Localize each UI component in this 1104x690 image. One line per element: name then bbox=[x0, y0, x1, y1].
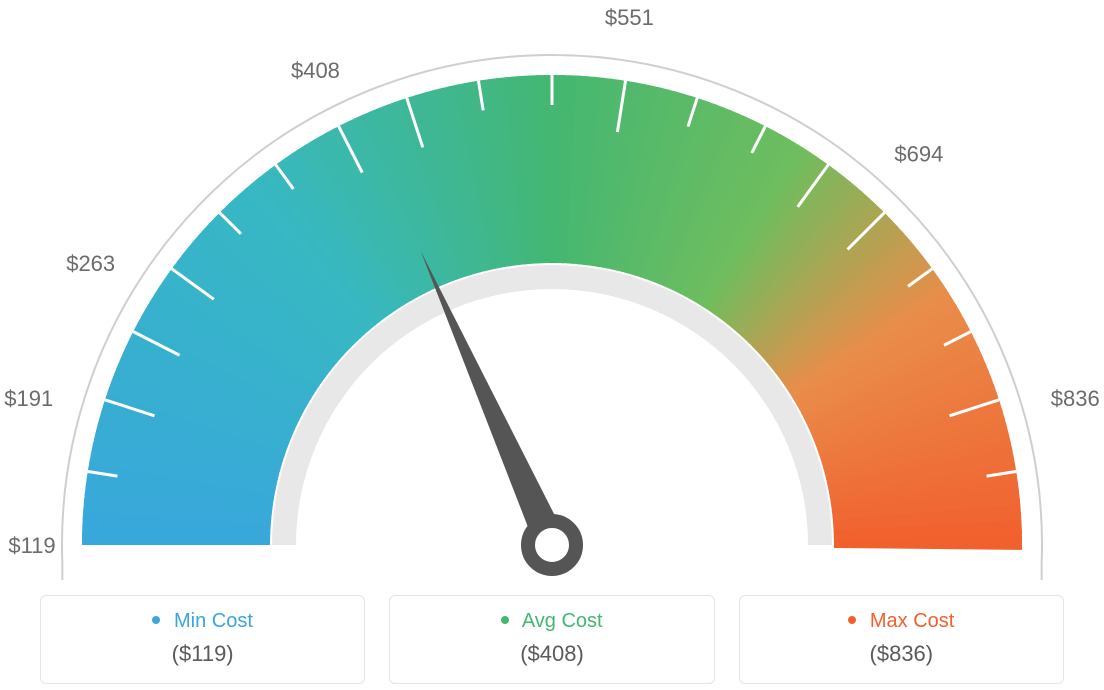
dot-icon bbox=[848, 616, 856, 624]
legend-title-text: Max Cost bbox=[870, 610, 954, 632]
legend-card-min: Min Cost ($119) bbox=[40, 595, 365, 684]
legend-card-avg: Avg Cost ($408) bbox=[389, 595, 714, 684]
gauge-tick-label: $408 bbox=[291, 58, 340, 83]
legend-card-max: Max Cost ($836) bbox=[739, 595, 1064, 684]
legend-value-max: ($836) bbox=[750, 641, 1053, 667]
gauge-tick-label: $263 bbox=[66, 251, 115, 276]
gauge-needle-hub bbox=[528, 521, 576, 569]
legend-row: Min Cost ($119) Avg Cost ($408) Max Cost… bbox=[40, 595, 1064, 684]
gauge-svg: $119 $191 $263 $408 $551 $694 $836 bbox=[0, 0, 1104, 580]
legend-value-min: ($119) bbox=[51, 641, 354, 667]
legend-title-text: Avg Cost bbox=[522, 610, 603, 632]
chart-wrapper: $119 $191 $263 $408 $551 $694 $836 Min Cost ($… bbox=[0, 0, 1104, 690]
legend-title-min: Min Cost bbox=[51, 610, 354, 633]
dot-icon bbox=[152, 616, 160, 624]
dot-icon bbox=[501, 616, 509, 624]
gauge-tick-label: $119 bbox=[8, 533, 55, 558]
gauge-tick-label: $836 bbox=[1051, 386, 1100, 411]
legend-title-text: Min Cost bbox=[174, 610, 253, 632]
gauge-area: $119 $191 $263 $408 $551 $694 $836 bbox=[0, 0, 1104, 580]
gauge-tick-label: $551 bbox=[605, 5, 654, 30]
legend-title-max: Max Cost bbox=[750, 610, 1053, 633]
gauge-tick-label: $191 bbox=[4, 386, 53, 411]
legend-value-avg: ($408) bbox=[400, 641, 703, 667]
legend-title-avg: Avg Cost bbox=[400, 610, 703, 633]
gauge-tick-label: $694 bbox=[894, 142, 943, 167]
